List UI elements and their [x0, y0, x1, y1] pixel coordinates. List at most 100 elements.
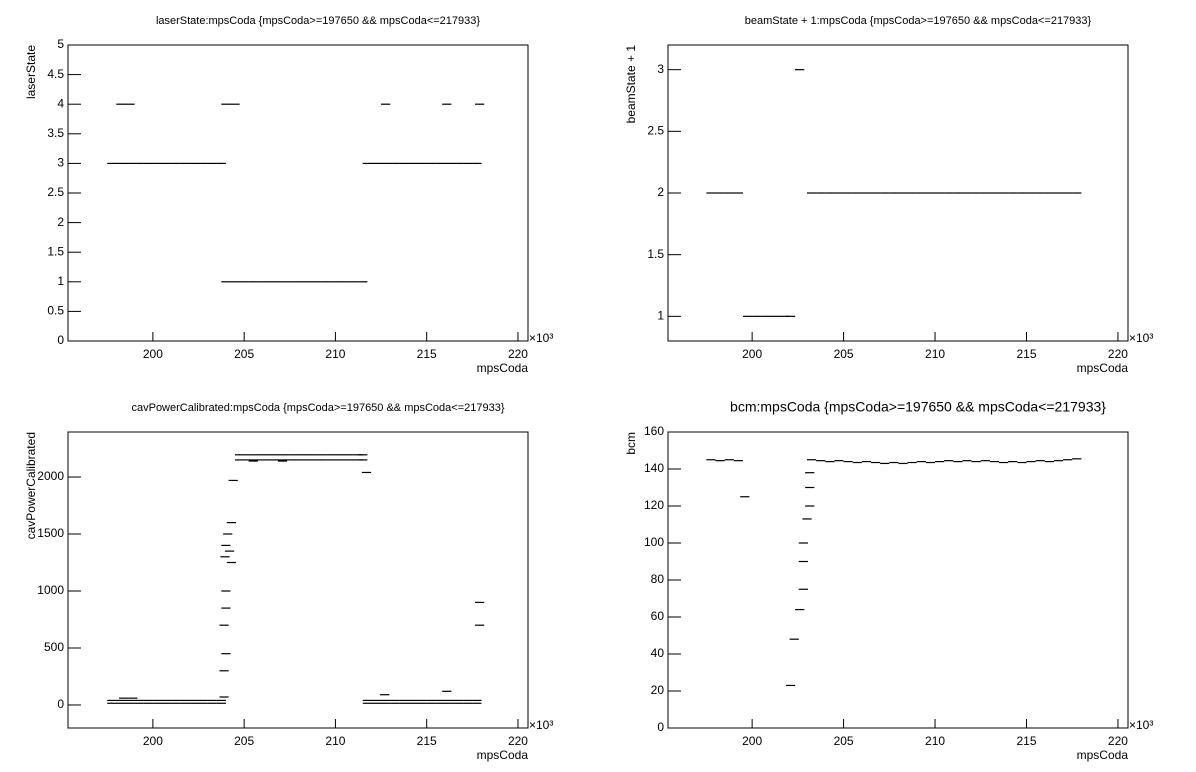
- point: [134, 702, 144, 704]
- point: [339, 281, 350, 283]
- point: [795, 69, 805, 71]
- x-tick-label: 205: [234, 347, 254, 361]
- point: [221, 103, 231, 105]
- point: [1026, 461, 1036, 463]
- point: [806, 192, 817, 194]
- point: [116, 103, 126, 105]
- point: [435, 699, 445, 702]
- y-tick-label: 0: [57, 333, 64, 347]
- y-tick-label: 0.5: [47, 304, 64, 318]
- y-tick-label: 500: [44, 640, 64, 654]
- point: [798, 588, 808, 590]
- point: [417, 699, 427, 702]
- point: [228, 479, 238, 482]
- point: [935, 461, 945, 463]
- y-tick-label: 5: [57, 37, 64, 51]
- point: [1044, 192, 1054, 194]
- point: [454, 162, 464, 164]
- point: [198, 699, 208, 702]
- y-tick-label: 4.5: [47, 67, 64, 81]
- x-tick-label: 210: [325, 734, 345, 748]
- point: [143, 702, 153, 704]
- point: [289, 454, 299, 456]
- x-tick-label: 205: [234, 734, 254, 748]
- point: [880, 462, 890, 465]
- point: [715, 460, 725, 462]
- point: [706, 459, 716, 461]
- point: [239, 281, 249, 283]
- point: [907, 192, 917, 194]
- x-tick-label: 205: [834, 347, 854, 361]
- point: [1072, 192, 1082, 194]
- point: [1044, 461, 1054, 463]
- point: [870, 461, 881, 464]
- point: [248, 281, 258, 283]
- x-tick-label: 200: [143, 734, 163, 748]
- x-tick-label: 215: [417, 347, 437, 361]
- point: [779, 315, 789, 317]
- point: [326, 459, 336, 461]
- point: [207, 162, 217, 164]
- y-tick-label: 0: [657, 720, 664, 734]
- point: [816, 460, 826, 462]
- point: [742, 315, 753, 317]
- point: [798, 542, 808, 544]
- point: [971, 192, 981, 194]
- point: [234, 459, 245, 461]
- y-axis-label: laserState: [24, 45, 38, 99]
- point: [312, 281, 322, 283]
- plot-frame: [67, 44, 529, 342]
- point: [161, 162, 172, 164]
- point: [1026, 192, 1036, 194]
- point: [724, 192, 734, 194]
- point: [444, 699, 455, 702]
- point: [116, 702, 126, 704]
- point: [733, 192, 744, 194]
- point: [220, 556, 230, 558]
- point: [426, 162, 436, 164]
- point: [761, 315, 771, 317]
- y-tick-label: 160: [644, 424, 664, 438]
- point: [916, 192, 926, 194]
- y-tick-label: 1: [57, 274, 64, 288]
- point: [1053, 460, 1064, 462]
- point: [843, 461, 853, 463]
- point: [143, 162, 153, 164]
- y-tick-label: 140: [644, 461, 664, 475]
- point: [408, 702, 418, 704]
- point: [161, 702, 172, 704]
- point: [371, 702, 382, 704]
- point: [216, 702, 226, 704]
- y-tick-label: 80: [651, 572, 665, 586]
- x-exponent: ×10³: [1129, 718, 1153, 732]
- y-tick-label: 3: [57, 156, 64, 170]
- point: [321, 281, 331, 283]
- x-tick-label: 215: [1016, 347, 1036, 361]
- point: [442, 103, 452, 105]
- plot-frame: [667, 431, 1129, 729]
- x-axis-label: mpsCoda: [477, 361, 529, 375]
- x-tick-label: 220: [508, 347, 528, 361]
- point: [1072, 458, 1082, 460]
- point: [381, 103, 391, 105]
- point: [805, 486, 815, 489]
- x-exponent: ×10³: [529, 718, 553, 732]
- chart-title: beamState + 1:mpsCoda {mpsCoda>=197650 &…: [745, 15, 1092, 27]
- y-tick-label: 3.5: [47, 126, 64, 140]
- point: [289, 459, 299, 461]
- point: [752, 315, 762, 317]
- point: [789, 638, 799, 640]
- point: [1008, 192, 1018, 194]
- point: [475, 601, 485, 603]
- point: [785, 315, 796, 317]
- x-tick-label: 200: [742, 347, 762, 361]
- point: [925, 461, 936, 464]
- point: [475, 103, 485, 105]
- y-axis-label: bcm: [624, 432, 638, 455]
- point: [861, 461, 872, 463]
- y-tick-label: 120: [644, 498, 664, 512]
- point: [925, 192, 936, 194]
- y-tick-label: 2: [657, 185, 664, 199]
- point: [344, 454, 354, 456]
- point: [390, 702, 400, 704]
